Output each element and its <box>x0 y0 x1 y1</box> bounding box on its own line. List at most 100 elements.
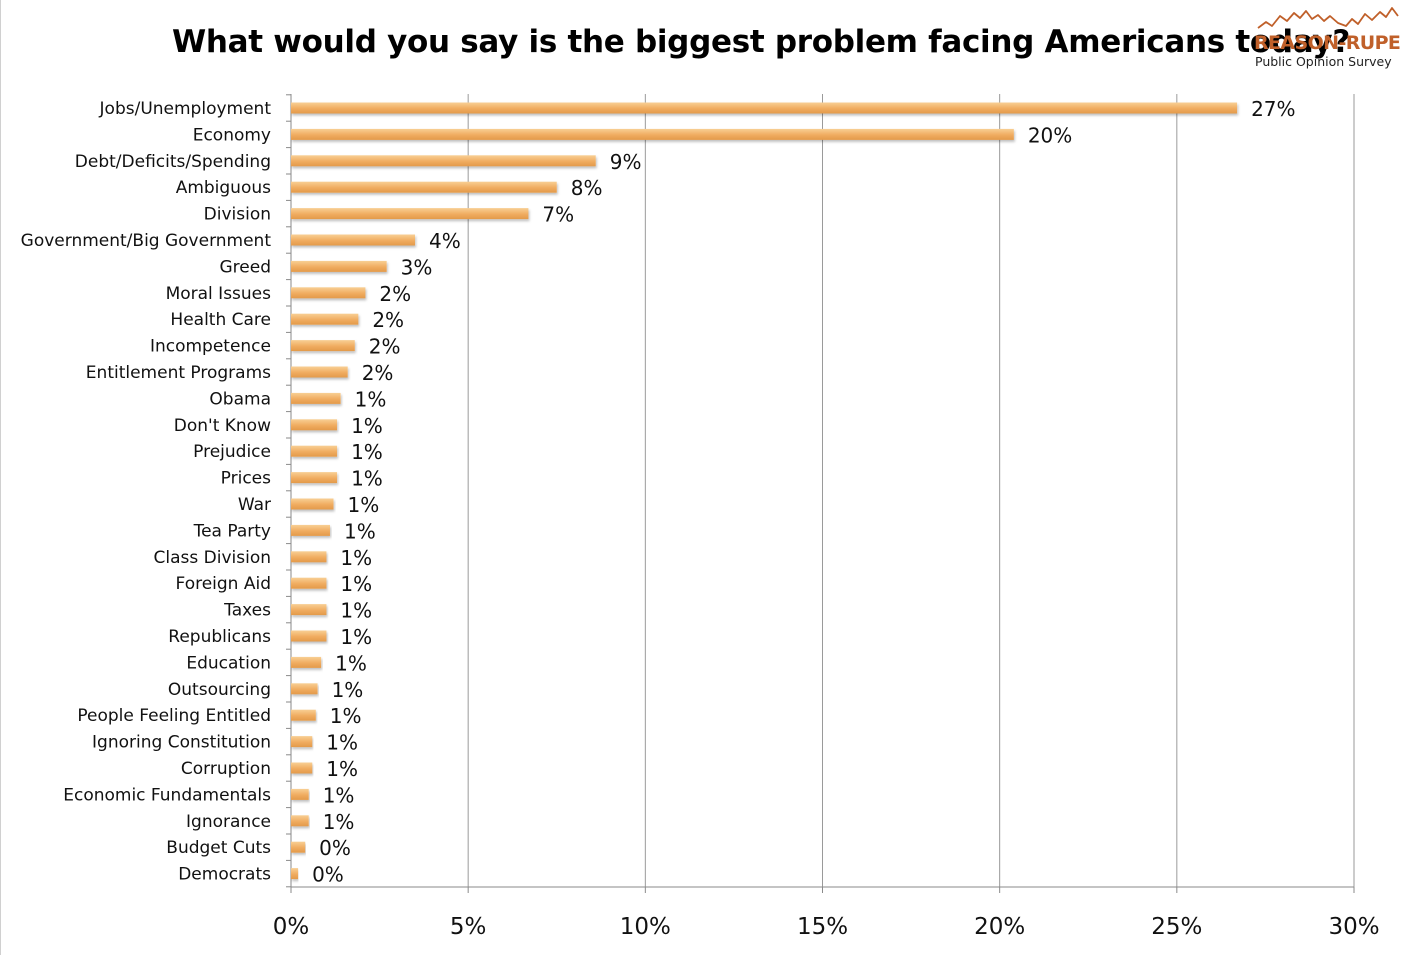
category-label: Democrats <box>178 865 271 885</box>
data-label: 3% <box>401 255 433 279</box>
data-label: 1% <box>351 440 383 464</box>
bar <box>291 656 322 668</box>
bar <box>291 181 557 193</box>
category-label: Greed <box>220 257 272 277</box>
logo-trendline-icon <box>1257 7 1399 29</box>
category-label: Incompetence <box>150 337 271 357</box>
data-label: 1% <box>355 387 387 411</box>
category-label: Prejudice <box>193 442 271 462</box>
category-label: Economic Fundamentals <box>63 785 271 805</box>
category-label: Corruption <box>181 759 271 779</box>
data-label: 1% <box>340 625 372 649</box>
data-label: 1% <box>344 519 376 543</box>
bar <box>291 445 338 457</box>
bar <box>291 577 327 589</box>
category-label: Taxes <box>223 601 271 621</box>
category-label: Entitlement Programs <box>86 363 271 383</box>
category-label: Economy <box>193 125 271 145</box>
category-label: Foreign Aid <box>176 574 271 594</box>
data-label: 2% <box>369 335 401 359</box>
category-label: Government/Big Government <box>21 231 272 251</box>
data-label: 1% <box>326 731 358 755</box>
x-tick-label: 20% <box>974 914 1025 940</box>
bar <box>291 604 327 616</box>
value-labels: 27%20%9%8%7%4%3%2%2%2%2%1%1%1%1%1%1%1%1%… <box>312 97 1295 887</box>
data-label: 1% <box>332 678 364 702</box>
x-tick-label: 0% <box>273 914 310 940</box>
bar <box>291 868 299 880</box>
data-label: 27% <box>1251 97 1295 121</box>
category-label: Class Division <box>154 548 271 568</box>
category-label: Ignorance <box>186 812 271 832</box>
category-label: Budget Cuts <box>166 838 271 858</box>
bar <box>291 313 359 325</box>
chart-title: What would you say is the biggest proble… <box>172 24 1351 60</box>
data-label: 7% <box>542 203 574 227</box>
data-label: 1% <box>323 810 355 834</box>
bar <box>291 208 529 220</box>
category-label: Debt/Deficits/Spending <box>75 152 271 172</box>
data-label: 1% <box>335 651 367 675</box>
tick-labels: 0% 5% 10% 15% 20% 25% 30% <box>273 914 1380 940</box>
data-label: 2% <box>362 361 394 385</box>
category-label: People Feeling Entitled <box>77 706 271 726</box>
data-label: 1% <box>330 704 362 728</box>
category-label: Don't Know <box>174 416 271 436</box>
x-tick-label: 15% <box>797 914 848 940</box>
category-label: War <box>238 495 271 515</box>
data-label: 1% <box>351 414 383 438</box>
category-label: Tea Party <box>193 521 271 541</box>
bar <box>291 128 1014 140</box>
category-label: Jobs/Unemployment <box>99 99 272 119</box>
bars <box>291 102 1238 880</box>
data-label: 1% <box>340 546 372 570</box>
data-label: 1% <box>340 599 372 623</box>
logo-brand: REASON-RUPE <box>1254 32 1401 54</box>
data-label: 1% <box>348 493 380 517</box>
data-label: 20% <box>1028 123 1072 147</box>
category-label: Prices <box>221 469 271 489</box>
data-label: 0% <box>312 863 344 887</box>
data-label: 1% <box>323 783 355 807</box>
bar <box>291 392 341 404</box>
bar <box>291 788 309 800</box>
bar <box>291 736 313 748</box>
bar <box>291 472 338 484</box>
category-label: Obama <box>209 389 271 409</box>
bar <box>291 340 355 352</box>
bar <box>291 234 416 246</box>
bar <box>291 683 318 695</box>
bar <box>291 630 327 642</box>
bar <box>291 524 330 536</box>
category-label: Ambiguous <box>176 178 271 198</box>
bar <box>291 815 309 827</box>
left-edge-rule <box>0 0 1 955</box>
axes <box>286 94 1355 893</box>
data-label: 2% <box>379 282 411 306</box>
category-label: Education <box>186 653 271 673</box>
logo-tagline: Public Opinion Survey <box>1255 54 1392 69</box>
category-label: Outsourcing <box>168 680 271 700</box>
bar <box>291 419 338 431</box>
category-labels: Jobs/Unemployment Economy Debt/Deficits/Sp… <box>21 99 272 885</box>
data-label: 1% <box>326 757 358 781</box>
category-label: Republicans <box>168 627 271 647</box>
gridlines <box>467 94 1355 887</box>
x-tick-label: 25% <box>1151 914 1202 940</box>
data-label: 2% <box>372 308 404 332</box>
category-label: Health Care <box>170 310 271 330</box>
data-label: 8% <box>571 176 603 200</box>
category-label: Division <box>204 205 271 225</box>
bar <box>291 287 366 299</box>
data-label: 4% <box>429 229 461 253</box>
bar <box>291 366 348 378</box>
data-label: 9% <box>610 150 642 174</box>
bar <box>291 102 1238 114</box>
x-tick-label: 10% <box>620 914 671 940</box>
category-label: Ignoring Constitution <box>92 733 271 753</box>
x-tick-label: 30% <box>1328 914 1379 940</box>
bar <box>291 155 596 167</box>
bar <box>291 762 313 774</box>
category-label: Moral Issues <box>166 284 272 304</box>
